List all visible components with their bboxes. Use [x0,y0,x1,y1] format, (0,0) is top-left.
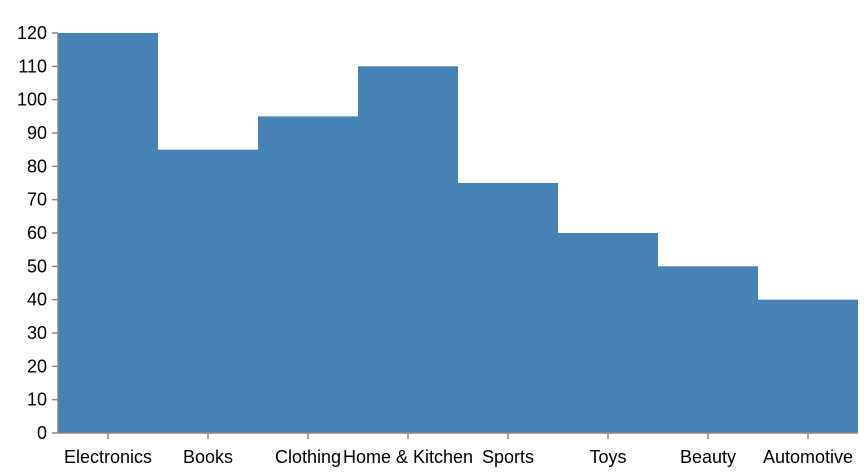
x-tick-label: Automotive [763,447,853,467]
bar-home-kitchen [358,66,458,433]
y-tick-label: 0 [37,423,47,443]
x-tick-label: Home & Kitchen [343,447,473,467]
y-tick-label: 30 [27,323,47,343]
bars-group [58,33,858,433]
bar-clothing [258,116,358,433]
bar-beauty [658,266,758,433]
y-axis: 0 10 20 30 40 50 60 70 80 90 100 110 120 [17,23,59,443]
y-tick-label: 110 [18,56,47,76]
x-tick-label: Electronics [64,447,152,467]
bar-sports [458,183,558,433]
x-tick-label: Toys [589,447,626,467]
y-tick-label: 50 [27,256,47,276]
y-tick-label: 90 [27,123,47,143]
x-tick-label: Sports [482,447,534,467]
x-tick-label: Beauty [680,447,736,467]
bar-books [158,149,258,433]
y-tick-label: 80 [27,156,47,176]
y-tick-label: 20 [27,356,47,376]
x-tick-label: Clothing [275,447,341,467]
y-tick-label: 60 [27,223,47,243]
bar-toys [558,233,658,433]
y-tick-label: 120 [17,23,47,43]
x-axis: Electronics Books Clothing Home & Kitchen Sp… [58,432,858,467]
bar-automotive [758,299,858,433]
y-tick-label: 70 [27,190,47,210]
y-tick-label: 40 [27,290,47,310]
bar-electronics [58,33,158,433]
x-tick-label: Books [183,447,233,467]
y-tick-label: 100 [17,90,47,110]
y-tick-label: 10 [27,390,47,410]
